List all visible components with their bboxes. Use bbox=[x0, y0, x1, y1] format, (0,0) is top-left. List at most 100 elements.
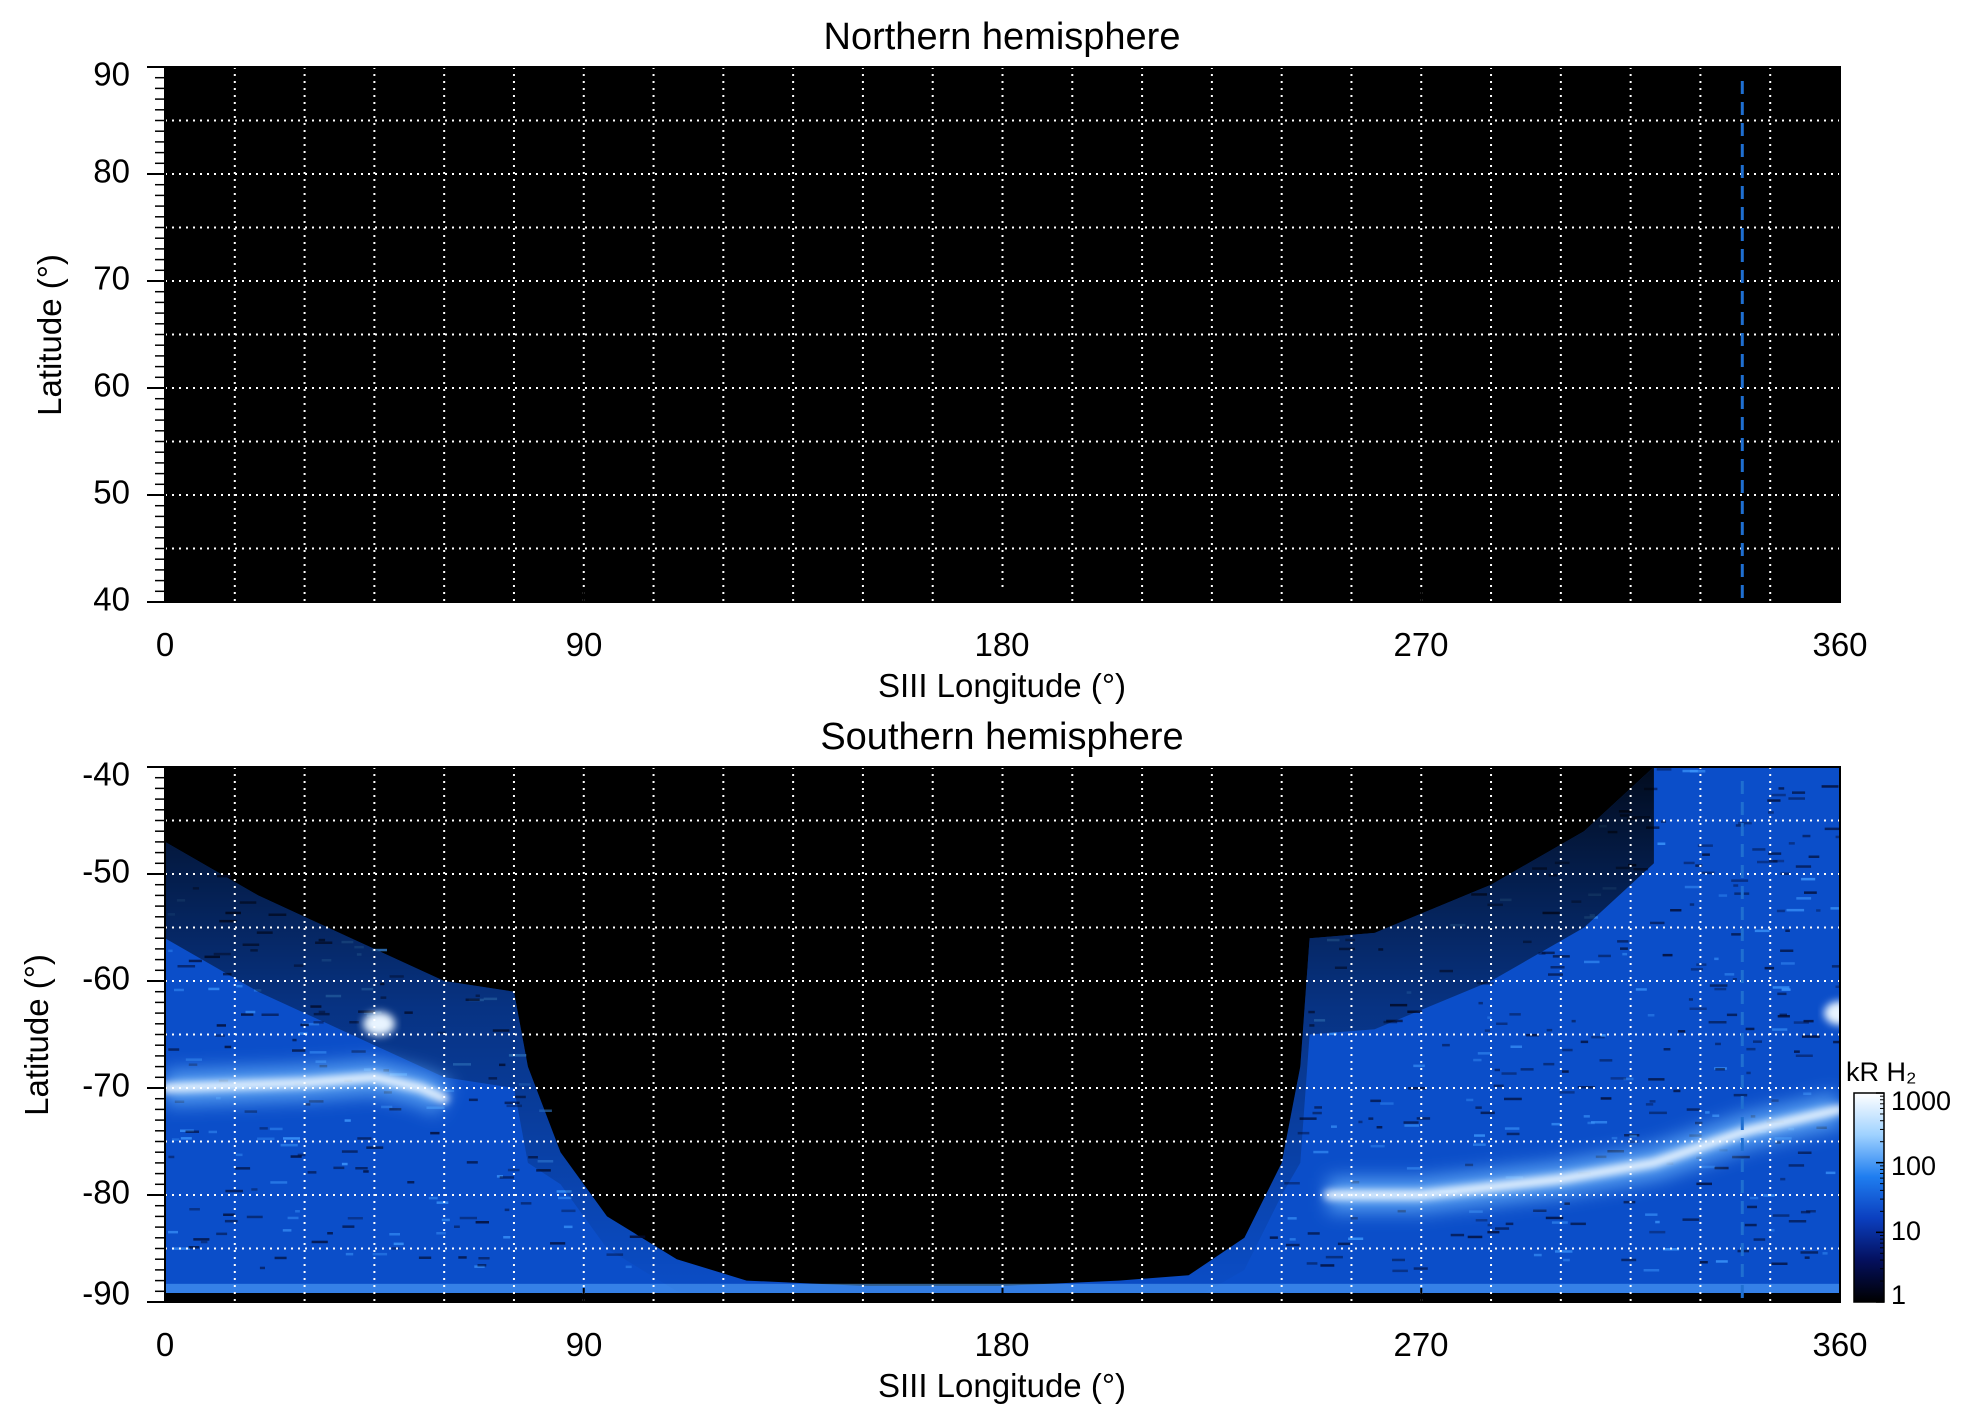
south-texture-streak bbox=[436, 1232, 446, 1235]
south-texture-streak bbox=[261, 1013, 279, 1016]
south-texture-streak bbox=[366, 1146, 384, 1149]
south-texture-streak bbox=[1591, 1121, 1608, 1124]
south-texture-streak bbox=[299, 1032, 308, 1035]
south-texture-streak bbox=[1643, 1269, 1660, 1272]
colorbar-label: kR H₂ bbox=[1846, 1057, 1916, 1087]
south-texture-streak bbox=[216, 1232, 228, 1236]
south-texture-streak bbox=[1775, 1141, 1781, 1144]
south-texture-streak bbox=[1559, 1091, 1575, 1094]
south-emission-coverage bbox=[165, 767, 1840, 1302]
south-texture-streak bbox=[1413, 1267, 1428, 1270]
south-texture-streak bbox=[1690, 968, 1703, 971]
south-texture-streak bbox=[1780, 962, 1795, 965]
south-texture-streak bbox=[1772, 986, 1790, 989]
south-grid bbox=[165, 767, 1840, 1302]
south-texture-streak bbox=[474, 1265, 485, 1268]
south-texture-streak bbox=[1750, 1196, 1759, 1200]
south-texture-streak bbox=[177, 965, 196, 968]
south-texture-streak bbox=[1607, 1150, 1624, 1153]
south-texture-streak bbox=[550, 1242, 566, 1245]
south-texture-streak bbox=[1408, 1087, 1426, 1090]
south-texture-streak bbox=[1771, 1099, 1779, 1102]
south-texture-streak bbox=[1600, 1034, 1606, 1037]
south-texture-streak bbox=[1495, 1227, 1510, 1230]
south-texture-streak bbox=[1673, 1089, 1681, 1093]
south-texture-streak bbox=[1649, 1100, 1656, 1103]
south-texture-streak bbox=[1806, 1210, 1816, 1213]
south-texture-streak bbox=[1831, 965, 1840, 968]
south-texture-streak bbox=[563, 1225, 573, 1229]
south-ytick-label: -40 bbox=[82, 756, 130, 793]
south-texture-streak bbox=[1702, 853, 1710, 856]
south-texture-streak bbox=[246, 1215, 263, 1219]
south-texture-streak bbox=[1800, 1251, 1819, 1254]
south-texture-streak bbox=[1284, 1182, 1300, 1185]
south-texture-streak bbox=[302, 1022, 320, 1026]
south-texture-streak bbox=[1487, 1016, 1492, 1019]
north-tick-marks bbox=[147, 66, 1841, 603]
south-texture-streak bbox=[1480, 982, 1494, 985]
south-texture-streak bbox=[1773, 859, 1785, 863]
south-x-axis-label: SIII Longitude (°) bbox=[878, 1367, 1126, 1404]
south-texture-streak bbox=[606, 1253, 624, 1256]
south-texture-streak bbox=[1645, 1213, 1658, 1216]
south-texture-streak bbox=[1745, 1027, 1755, 1031]
south-texture-streak bbox=[1505, 1222, 1514, 1226]
south-texture-streak bbox=[357, 1137, 372, 1140]
south-texture-streak bbox=[1312, 1111, 1322, 1115]
south-texture-streak bbox=[1788, 842, 1795, 845]
south-texture-streak bbox=[1795, 865, 1812, 868]
south-texture-streak bbox=[1715, 1042, 1721, 1046]
south-texture-streak bbox=[1473, 1143, 1486, 1146]
south-texture-streak bbox=[282, 1229, 292, 1232]
south-texture-streak bbox=[168, 949, 173, 953]
south-texture-streak bbox=[1835, 835, 1840, 839]
south-texture-streak bbox=[1772, 1214, 1790, 1217]
south-texture-streak bbox=[1688, 998, 1693, 1001]
south-texture-streak bbox=[1591, 1035, 1605, 1039]
south-texture-streak bbox=[1780, 872, 1791, 875]
south-texture-streak bbox=[208, 1130, 217, 1134]
south-texture-streak bbox=[189, 1208, 200, 1211]
south-texture-streak bbox=[389, 1108, 402, 1111]
south-panel: Southern hemisphere -90 -80 -70 -60 -50 … bbox=[18, 716, 1868, 1404]
south-texture-streak bbox=[1501, 1072, 1517, 1075]
south-texture-streak bbox=[1786, 908, 1805, 912]
south-texture-streak bbox=[1623, 1200, 1636, 1204]
south-texture-streak bbox=[1700, 1165, 1716, 1169]
south-texture-streak bbox=[1648, 1078, 1665, 1081]
south-texture-streak bbox=[1778, 787, 1785, 790]
south-texture-streak bbox=[539, 1109, 552, 1112]
south-texture-streak bbox=[1610, 1077, 1627, 1080]
south-coverage-edge-fade bbox=[165, 767, 1654, 1302]
south-texture-streak bbox=[1563, 1258, 1570, 1262]
colorbar-tick-label: 10 bbox=[1891, 1216, 1921, 1246]
north-ytick-label: 40 bbox=[93, 581, 130, 618]
south-bright-spot bbox=[1824, 1001, 1840, 1026]
south-texture-streak bbox=[290, 1155, 302, 1158]
south-texture-streak bbox=[208, 987, 220, 991]
south-texture-streak bbox=[280, 1143, 298, 1147]
south-texture-streak bbox=[341, 1162, 348, 1166]
south-texture-streak bbox=[1663, 1048, 1671, 1051]
south-texture-streak bbox=[225, 1189, 243, 1193]
south-texture-streak bbox=[315, 1060, 327, 1063]
south-texture-streak bbox=[311, 1240, 328, 1244]
colorbar-tick-label: 1 bbox=[1891, 1280, 1906, 1310]
north-ytick-label: 90 bbox=[93, 56, 130, 93]
south-texture-streak bbox=[241, 1013, 254, 1016]
south-texture-streak bbox=[1533, 1253, 1542, 1257]
south-texture-streak bbox=[1788, 797, 1805, 800]
south-texture-streak bbox=[1752, 848, 1766, 851]
south-texture-streak bbox=[1480, 1111, 1495, 1115]
south-texture-streak bbox=[1474, 1134, 1485, 1137]
south-texture-streak bbox=[556, 1190, 572, 1193]
south-texture-streak bbox=[1325, 1255, 1343, 1259]
south-texture-streak bbox=[1526, 1033, 1540, 1037]
south-texture-streak bbox=[381, 1105, 393, 1109]
north-xtick-label: 270 bbox=[1393, 626, 1448, 663]
south-texture-streak bbox=[1733, 1093, 1748, 1097]
south-y-axis-label: Latitude (°) bbox=[18, 954, 55, 1116]
south-texture-streak bbox=[171, 1138, 180, 1141]
south-texture-streak bbox=[295, 1210, 300, 1213]
